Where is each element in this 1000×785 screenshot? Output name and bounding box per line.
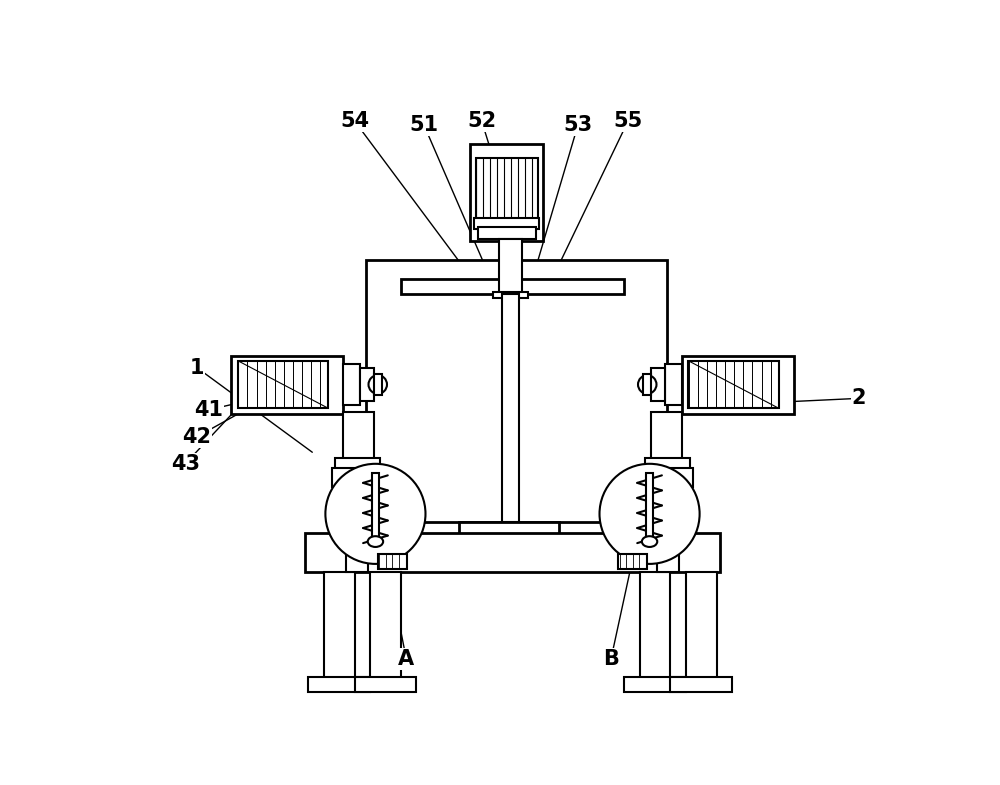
Bar <box>686 571 717 679</box>
Bar <box>651 367 665 401</box>
Bar <box>657 469 679 571</box>
Bar <box>355 677 416 692</box>
Bar <box>372 473 379 546</box>
Bar <box>378 554 407 569</box>
Bar <box>374 374 382 395</box>
Bar <box>238 360 328 408</box>
Bar <box>360 367 374 401</box>
Text: 51: 51 <box>409 115 439 135</box>
Text: 41: 41 <box>194 400 223 420</box>
Bar <box>474 218 539 229</box>
Text: A: A <box>398 648 414 669</box>
Bar <box>470 144 543 240</box>
Ellipse shape <box>642 536 657 547</box>
Text: 53: 53 <box>563 115 593 135</box>
Bar <box>688 360 779 408</box>
Bar <box>231 356 343 414</box>
Bar <box>665 364 682 404</box>
Ellipse shape <box>368 536 383 547</box>
Bar <box>640 571 670 679</box>
Bar <box>499 239 522 294</box>
Bar <box>324 571 355 679</box>
Text: 55: 55 <box>613 111 643 131</box>
Bar <box>305 533 720 571</box>
Circle shape <box>600 464 700 564</box>
Bar <box>401 279 624 294</box>
Bar <box>366 260 667 521</box>
Bar <box>646 473 653 546</box>
Bar <box>343 364 360 404</box>
Bar <box>478 228 536 239</box>
Bar <box>643 469 693 487</box>
Bar <box>308 677 370 692</box>
Circle shape <box>638 375 656 394</box>
Text: 42: 42 <box>182 427 211 447</box>
Bar <box>346 469 368 571</box>
Bar <box>335 458 380 470</box>
Bar <box>370 571 401 679</box>
Bar <box>476 158 538 220</box>
Bar <box>502 294 519 521</box>
Circle shape <box>325 464 425 564</box>
Bar <box>624 677 686 692</box>
Text: 2: 2 <box>852 389 866 408</box>
Bar <box>618 554 647 569</box>
Bar <box>643 374 651 395</box>
Bar <box>670 677 732 692</box>
Circle shape <box>369 375 387 394</box>
Bar <box>682 356 794 414</box>
Bar <box>343 412 374 460</box>
Bar <box>651 412 682 460</box>
Bar <box>645 458 690 470</box>
Text: 54: 54 <box>340 111 369 131</box>
Bar <box>493 292 528 298</box>
Bar <box>459 521 559 564</box>
Text: 1: 1 <box>190 357 204 378</box>
Text: B: B <box>603 648 619 669</box>
Text: 52: 52 <box>467 111 496 131</box>
Bar <box>332 469 382 487</box>
Text: 43: 43 <box>171 454 200 474</box>
